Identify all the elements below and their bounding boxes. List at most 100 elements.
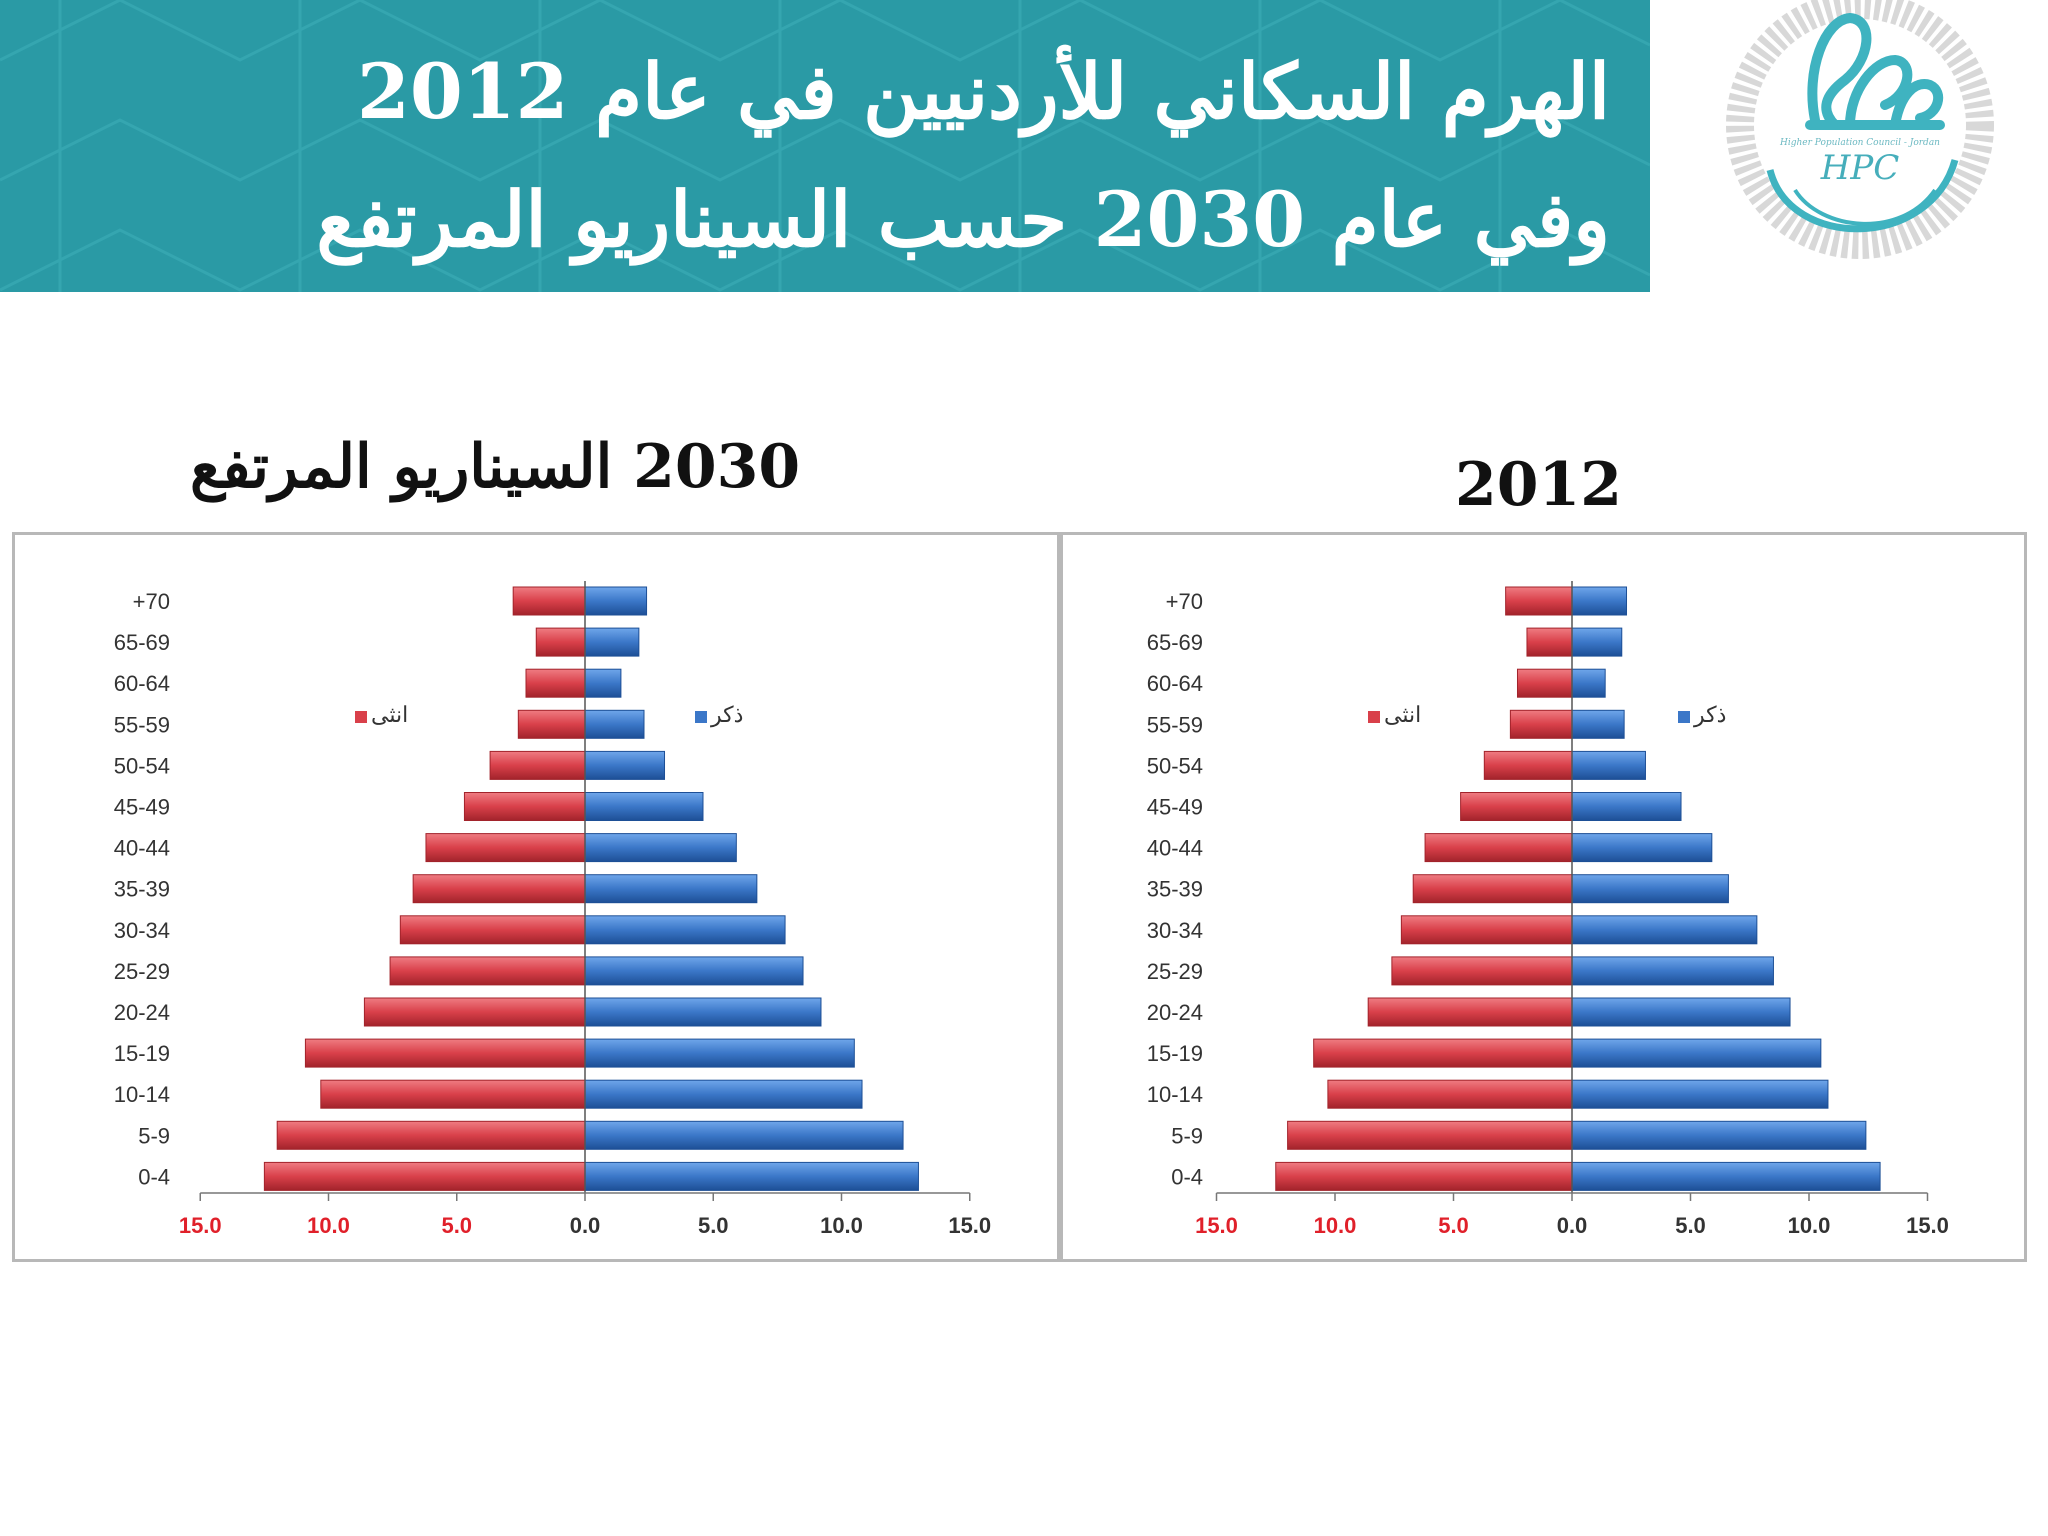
category-label: 30-34 bbox=[1147, 918, 1203, 943]
female-bar bbox=[1509, 709, 1573, 739]
female-bar bbox=[412, 874, 586, 904]
female-bar bbox=[463, 792, 586, 821]
x-tick-label: 15.0 bbox=[179, 1213, 222, 1238]
female-bar bbox=[399, 915, 586, 945]
female-bar bbox=[304, 1038, 586, 1068]
category-label: 25-29 bbox=[1147, 959, 1203, 984]
legend-male-swatch bbox=[1678, 711, 1690, 723]
x-tick-label: 0.0 bbox=[1557, 1213, 1588, 1238]
female-bar bbox=[535, 627, 586, 657]
male-bar bbox=[584, 750, 666, 780]
male-bar bbox=[1571, 1038, 1822, 1068]
male-bar bbox=[1571, 915, 1758, 945]
male-bar bbox=[584, 1038, 855, 1068]
category-label: 30-34 bbox=[114, 918, 170, 943]
male-bar bbox=[584, 627, 640, 657]
pyramid-chart-2030: 0-4 5-9 10-14 15-19 20-24 25-29 30-34 35-39 40-4… bbox=[12, 532, 1060, 1262]
female-bar bbox=[389, 956, 586, 986]
legend-female-label: انثى bbox=[371, 702, 408, 727]
x-tick-label: 5.0 bbox=[1438, 1213, 1469, 1238]
category-label: 10-14 bbox=[1147, 1082, 1203, 1107]
x-tick-label: 5.0 bbox=[698, 1213, 729, 1238]
female-bar bbox=[1391, 956, 1573, 986]
category-label: 65-69 bbox=[114, 630, 170, 655]
female-bar bbox=[1516, 668, 1573, 698]
male-bar bbox=[1571, 750, 1646, 780]
logo-text: HPC bbox=[1820, 148, 1900, 188]
male-bar bbox=[1571, 586, 1628, 616]
x-tick-label: 15.0 bbox=[1195, 1213, 1238, 1238]
legend-male-label: ذكر bbox=[1693, 702, 1726, 728]
category-label: 45-49 bbox=[1147, 795, 1203, 820]
category-label: +70 bbox=[133, 589, 170, 614]
x-tick-label: 10.0 bbox=[1314, 1213, 1357, 1238]
male-bar bbox=[584, 586, 648, 616]
category-label: 45-49 bbox=[114, 795, 170, 820]
male-bar bbox=[1571, 1161, 1881, 1191]
male-bar bbox=[584, 1120, 904, 1150]
x-tick-label: 15.0 bbox=[1906, 1213, 1949, 1238]
category-label: 40-44 bbox=[114, 836, 170, 861]
female-bar bbox=[1275, 1161, 1573, 1191]
category-label: 0-4 bbox=[1171, 1164, 1203, 1189]
male-bar bbox=[1571, 792, 1682, 821]
hpc-logo bbox=[1726, 0, 1994, 259]
category-label: 20-24 bbox=[114, 1000, 170, 1025]
female-bar bbox=[512, 586, 586, 616]
category-label: 55-59 bbox=[1147, 712, 1203, 737]
title-line-2: وفي عام 2030 حسب السيناريو المرتفع bbox=[316, 175, 1610, 264]
male-bar bbox=[584, 997, 822, 1027]
female-bar bbox=[1412, 874, 1573, 904]
category-label: 50-54 bbox=[1147, 753, 1203, 778]
category-label: 50-54 bbox=[114, 753, 170, 778]
male-bar bbox=[584, 874, 758, 904]
category-label: 0-4 bbox=[138, 1164, 170, 1189]
male-bar bbox=[1571, 1079, 1829, 1109]
female-bar bbox=[1287, 1120, 1573, 1150]
title-line-1: الهرم السكاني للأردنيين في عام 2012 bbox=[357, 47, 1610, 136]
legend-female-swatch bbox=[355, 711, 367, 723]
page-title: الهرم السكاني للأردنيين في عام 2012 وفي … bbox=[40, 28, 1610, 284]
female-bar bbox=[1505, 586, 1573, 616]
category-label: 5-9 bbox=[1171, 1123, 1203, 1148]
category-label: 35-39 bbox=[114, 877, 170, 902]
legend-male-swatch bbox=[695, 711, 707, 723]
category-label: 55-59 bbox=[114, 712, 170, 737]
x-tick-label: 5.0 bbox=[1675, 1213, 1706, 1238]
category-label: 15-19 bbox=[1147, 1041, 1203, 1066]
male-bar bbox=[1571, 1120, 1867, 1150]
male-bar bbox=[584, 1161, 919, 1191]
male-bar bbox=[584, 833, 737, 863]
x-tick-label: 10.0 bbox=[307, 1213, 350, 1238]
title-banner: الهرم السكاني للأردنيين في عام 2012 وفي … bbox=[0, 0, 1650, 292]
female-bar bbox=[517, 709, 586, 739]
female-bar bbox=[363, 997, 586, 1027]
male-bar bbox=[1571, 709, 1625, 739]
category-label: 35-39 bbox=[1147, 877, 1203, 902]
female-bar bbox=[489, 750, 586, 780]
male-bar bbox=[1571, 997, 1791, 1027]
pyramid-2012-svg: 0-4 5-9 10-14 15-19 20-24 25-29 30-34 35-39 40-4… bbox=[1147, 581, 1949, 1238]
category-label: 20-24 bbox=[1147, 1000, 1203, 1025]
male-bar bbox=[584, 792, 704, 821]
female-bar bbox=[1460, 792, 1573, 821]
male-bar bbox=[584, 956, 804, 986]
female-bar bbox=[1400, 915, 1573, 945]
logo-subtitle: Higher Population Council - Jordan bbox=[1780, 138, 1940, 148]
male-bar bbox=[584, 709, 645, 739]
male-bar bbox=[1571, 627, 1623, 657]
male-bar bbox=[1571, 833, 1713, 863]
banner-pattern bbox=[0, 0, 1650, 292]
chart-title-2012: 2012 bbox=[1455, 450, 1622, 520]
x-tick-label: 15.0 bbox=[948, 1213, 991, 1238]
female-bar bbox=[263, 1161, 586, 1191]
legend-female-swatch bbox=[1368, 711, 1380, 723]
category-label: 15-19 bbox=[114, 1041, 170, 1066]
female-bar bbox=[1327, 1079, 1573, 1109]
category-label: 10-14 bbox=[114, 1082, 170, 1107]
female-bar bbox=[1483, 750, 1573, 780]
legend-female-label: انثى bbox=[1384, 702, 1421, 727]
pyramid-chart-2012: 0-4 5-9 10-14 15-19 20-24 25-29 30-34 35-39 40-4… bbox=[1060, 532, 2027, 1262]
male-bar bbox=[1571, 956, 1774, 986]
female-bar bbox=[425, 833, 586, 863]
